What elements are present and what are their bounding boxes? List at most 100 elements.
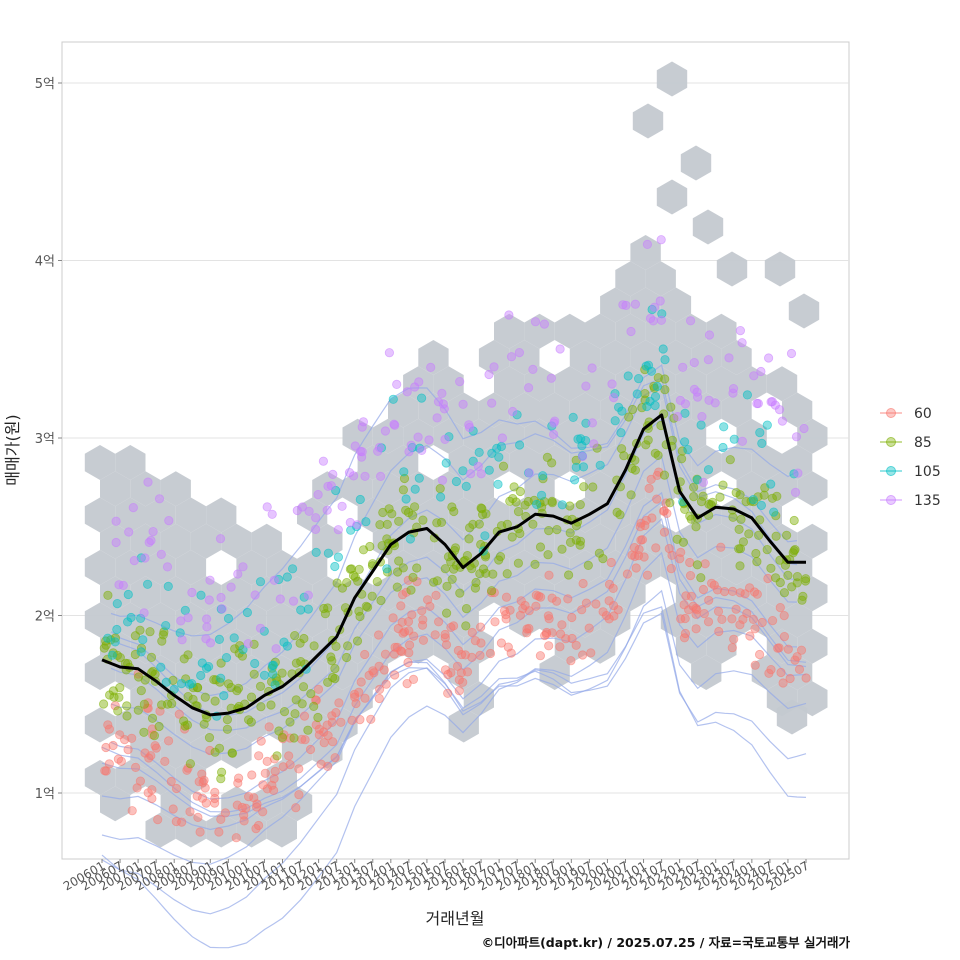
series-85-point (775, 577, 785, 588)
series-60-point (193, 812, 203, 823)
series-60-point (347, 715, 357, 725)
series-135-point (645, 313, 656, 323)
series-105-point (123, 589, 133, 600)
series-85-point (520, 500, 530, 510)
series-60-point (516, 596, 526, 606)
series-135-point (328, 469, 338, 479)
series-105-point (401, 494, 411, 504)
hex-bin (660, 602, 692, 638)
series-60-point (327, 717, 337, 728)
hex-bin (206, 812, 237, 848)
series-105-point (474, 447, 484, 457)
series-60-point (374, 693, 384, 704)
series-85-point (408, 572, 418, 583)
series-135-point (322, 505, 332, 515)
series-135-point (530, 317, 541, 327)
series-85-point (406, 585, 416, 595)
series-60-point (598, 607, 608, 617)
series-60-point (609, 611, 619, 621)
series-85-point (653, 450, 663, 460)
hex-bin (539, 445, 570, 480)
hex-bin (84, 707, 116, 743)
series-60-point (258, 807, 268, 817)
series-60-point (544, 570, 554, 580)
series-85-point (744, 529, 754, 539)
series-60-point (291, 803, 301, 813)
series-85-point (358, 545, 369, 555)
series-60-point (639, 552, 649, 562)
series-105-point (514, 440, 525, 450)
series-85-point (154, 721, 164, 732)
series-60-point (433, 617, 444, 627)
series-60-point (294, 790, 304, 800)
hex-bin (630, 340, 661, 375)
series-85-point (715, 492, 725, 502)
y-axis: 1억 2억 3억 4억 5억 (35, 77, 62, 802)
hex-bin (448, 655, 479, 690)
series-105-point (679, 437, 690, 447)
hex-bin (494, 366, 525, 402)
series-135-point (154, 494, 165, 504)
series-60-point (775, 602, 785, 613)
series-85-point (685, 511, 695, 521)
series-60-point (398, 628, 408, 638)
series-60-point (651, 543, 661, 553)
series-105-point (595, 460, 605, 470)
series-135-point (672, 411, 683, 422)
series-60-point (103, 720, 113, 730)
series-60-point (268, 785, 279, 796)
series-85-point (255, 681, 266, 692)
series-105-point (259, 670, 270, 680)
series-135-point (326, 481, 336, 491)
series-105-point (303, 604, 313, 614)
series-60-point (676, 547, 686, 558)
series-135-point (215, 534, 226, 544)
series-135-point (589, 439, 599, 449)
series-60-point (501, 592, 512, 602)
series-60-point (712, 585, 723, 595)
series-60-point (108, 740, 118, 751)
series-85-point (432, 576, 442, 586)
hex-bin (175, 602, 207, 638)
hex-bin (206, 655, 237, 690)
series-85-point (678, 537, 689, 547)
series-135-point (577, 451, 588, 462)
series-135-point (333, 525, 343, 535)
series-135-point (642, 239, 653, 249)
series-60-point (166, 776, 176, 787)
series-135-point (413, 432, 423, 442)
series-135-point (504, 310, 514, 320)
series-85-point (394, 516, 404, 526)
series-85-point (348, 570, 359, 581)
series-85-point (495, 551, 506, 562)
series-60-point (389, 649, 399, 659)
hex-bin (764, 251, 796, 287)
series-85-point (762, 544, 772, 555)
series-135-point (288, 596, 299, 606)
trend-layer (101, 413, 806, 717)
series-85-point (375, 520, 385, 530)
series-60-point (381, 679, 391, 689)
series-60-point (399, 627, 410, 637)
series-85-point (771, 531, 781, 541)
series-135-point (680, 399, 691, 409)
series-135-point (626, 326, 636, 337)
series-85-point (766, 563, 776, 573)
series-105-point (576, 434, 586, 444)
series-85-point (398, 485, 408, 495)
hex-bin (297, 550, 328, 585)
series-60-point (531, 601, 541, 611)
series-85-point (792, 578, 802, 588)
series-60-point (790, 655, 800, 665)
series-60-point (652, 494, 662, 504)
series-135-point (313, 489, 323, 500)
series-60-point (547, 593, 557, 603)
series-60-point (467, 627, 477, 638)
series-135-point (204, 595, 214, 605)
hex-bin (145, 707, 176, 743)
hex-bin (372, 471, 404, 507)
hex-bin (494, 313, 525, 349)
y-tick-label: 2억 (35, 610, 55, 625)
series-105-point (123, 617, 133, 627)
series-60-point (425, 601, 435, 612)
